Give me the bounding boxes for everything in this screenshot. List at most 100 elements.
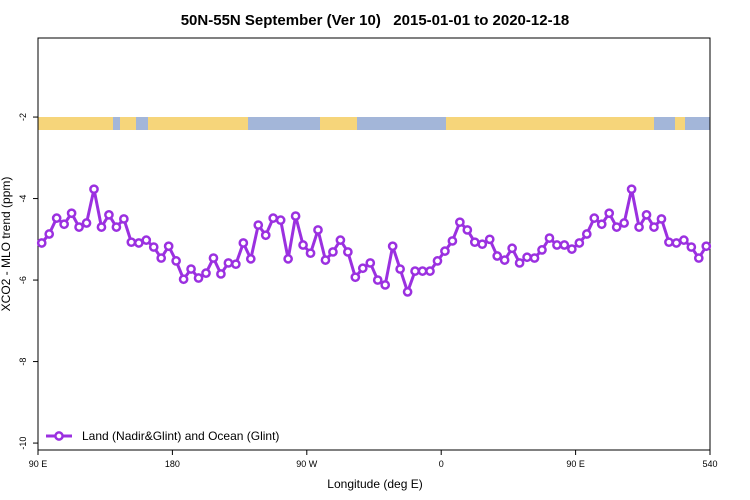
land-band [148,117,248,130]
data-point [365,258,376,268]
data-point [305,248,316,259]
data-point [619,218,629,228]
data-point [581,229,592,239]
data-point [380,280,391,290]
data-point [649,222,659,232]
land-band [38,117,113,130]
data-point [357,263,368,274]
x-tick-label: 90 E [29,459,48,469]
data-point [66,208,77,219]
data-point [514,258,525,268]
data-point [671,238,682,248]
x-axis-label: Longitude (deg E) [327,477,422,491]
data-point [559,240,570,250]
data-point [634,222,644,232]
data-point [245,254,256,264]
data-point [275,215,286,226]
data-point [36,238,47,248]
land-band [320,117,357,130]
data-point [387,241,398,252]
x-tick-label: 90 W [296,459,318,469]
data-point [335,235,346,245]
data-point [656,214,667,224]
data-point [686,242,697,252]
data-point [201,268,211,278]
data-point [126,237,137,248]
data-point [156,253,167,263]
x-tick-label: 180 [165,459,180,469]
land-band [675,117,685,130]
data-point [260,230,271,241]
data-point [208,253,219,263]
data-point [223,258,234,268]
data-point [320,255,331,265]
x-tick-label: 540 [702,459,717,469]
data-point [216,269,226,279]
data-point [492,251,503,261]
data-point [447,236,458,246]
y-tick-label: -2 [18,113,28,121]
data-point [462,225,473,235]
data-point [119,214,129,224]
legend-marker [54,431,64,441]
data-point [529,253,540,263]
data-point [89,184,99,195]
data-point [440,246,450,256]
data-point [596,219,607,230]
land-band [120,117,136,130]
data-point [148,242,159,252]
data-point [193,273,204,283]
data-point [604,208,615,219]
data-point [290,211,301,221]
y-tick-label: -4 [18,195,28,203]
data-point [455,217,465,228]
data-point [238,238,249,248]
data-point [171,256,181,266]
data-point [96,222,107,232]
data-point [477,239,488,250]
data-point [567,244,577,254]
data-point [313,225,323,235]
data-point [298,240,308,250]
data-point [372,275,383,285]
data-point [111,222,122,232]
y-tick-label: -8 [18,358,28,366]
data-point [343,247,353,257]
data-point [328,247,338,257]
data-point [417,266,428,276]
data-point [141,235,152,245]
y-tick-label: -6 [18,276,28,284]
data-point [679,235,689,245]
data-point [693,253,704,263]
data-point [186,264,196,274]
data-point [133,238,144,248]
data-point [499,255,510,265]
y-tick-label: -10 [18,437,28,450]
data-point [350,272,361,283]
data-point [395,264,405,274]
data-point [626,184,637,195]
data-point [104,210,114,220]
data-point [432,256,443,266]
data-point [484,234,495,245]
y-axis-label: XCO2 - MLO trend (ppm) [0,177,13,312]
data-point [701,241,712,252]
data-point [611,222,622,232]
data-point [574,238,585,248]
data-point [537,245,547,255]
data-point [507,243,517,254]
chart-title: 50N-55N September (Ver 10) 2015-01-01 to… [181,12,570,29]
data-point [59,219,69,230]
data-point [74,222,84,232]
x-tick-label: 90 E [566,459,585,469]
data-point [231,259,241,270]
data-point [283,254,293,264]
data-point [410,266,420,276]
data-point [469,237,480,248]
data-point [552,240,562,250]
data-point [178,274,189,285]
data-point [268,213,279,223]
data-point [253,220,264,230]
data-point [51,213,62,223]
